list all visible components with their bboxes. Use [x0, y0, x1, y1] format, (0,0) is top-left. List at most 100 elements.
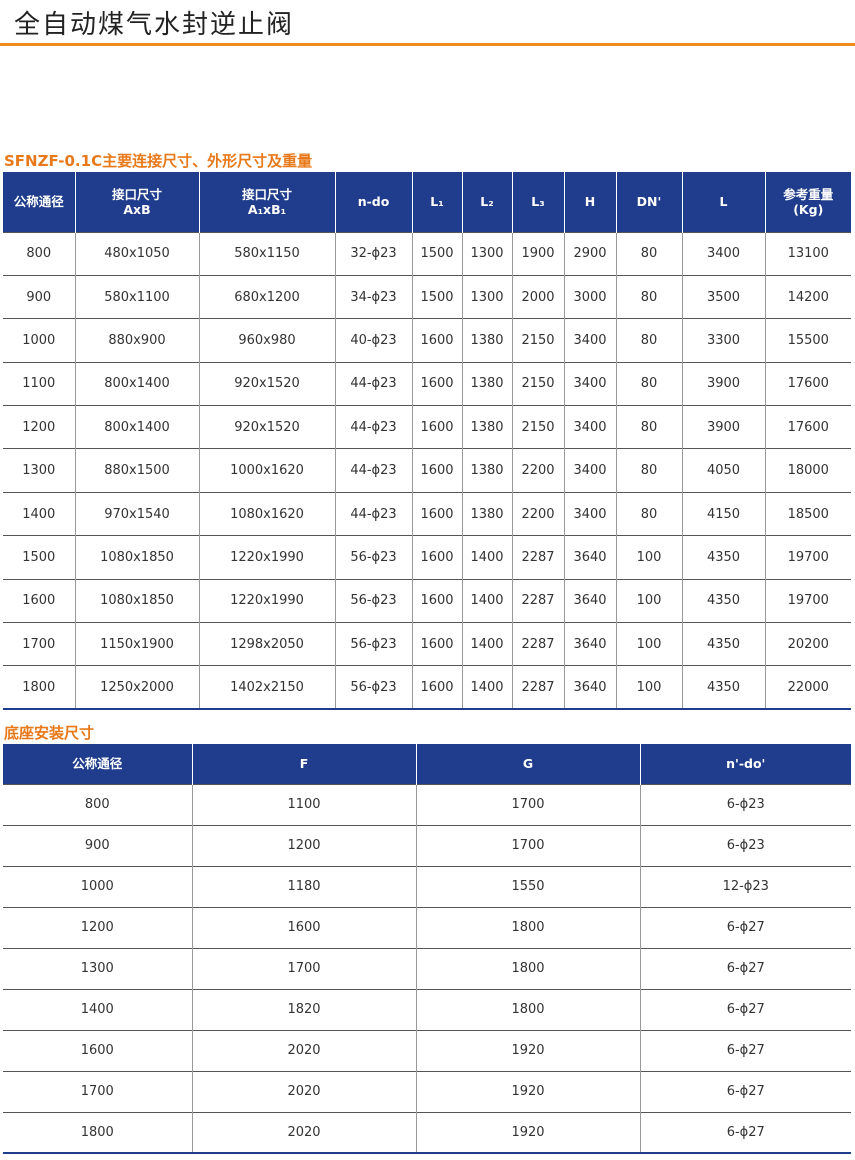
cell: 1800 [415, 988, 640, 1030]
header-text: 公称通径 [72, 756, 123, 772]
cell: 2200 [511, 491, 564, 536]
header-cell: n'-do' [639, 744, 851, 784]
cell: 1600 [191, 906, 416, 948]
cell: 3400 [563, 491, 616, 536]
cell: 19700 [764, 578, 851, 623]
cell: 900 [3, 824, 192, 866]
cell: 3400 [563, 448, 616, 493]
cell: 2287 [511, 578, 564, 623]
data-row: 1400 970x1540 1080x1620 44-ϕ23 1600 1380 2200 3… [3, 491, 851, 536]
cell: 1500 [411, 274, 462, 319]
header-text: DN' [636, 194, 662, 210]
cell: 2287 [511, 622, 564, 666]
cell: 4150 [681, 491, 765, 536]
cell: 4350 [681, 622, 765, 666]
cell: 3400 [563, 361, 616, 406]
header-cell: n-do [334, 172, 412, 232]
dimension-table: 公称通径 接口尺寸 AxB 接口尺寸 A₁xB₁ n-do L₁ L₂ L₃ H DN' L 参考重量(… [3, 172, 851, 711]
cell: 1500 [411, 231, 462, 276]
data-row: 1200 800x1400 920x1520 44-ϕ23 1600 1380 2150 34… [3, 405, 851, 449]
cell: 80 [615, 231, 682, 276]
data-row: 1100 800x1400 920x1520 44-ϕ23 1600 1380 2150 34… [3, 361, 851, 406]
header-text: 公称通径 [13, 194, 64, 210]
cell: 580x1100 [74, 274, 199, 319]
header-cell: 参考重量 (Kg) [764, 172, 851, 232]
cell: 1700 [191, 947, 416, 989]
cell: 880x900 [74, 318, 199, 363]
cell: 1080x1850 [74, 578, 199, 623]
cell: 880x1500 [74, 448, 199, 493]
cell: 44-ϕ23 [334, 361, 412, 406]
cell: 580x1150 [198, 231, 335, 276]
data-row: 1800 1250x2000 1402x2150 56-ϕ23 1600 1400 2287… [3, 665, 851, 711]
cell: 3000 [563, 274, 616, 319]
cell: 1920 [415, 1111, 640, 1154]
cell: 3900 [681, 405, 765, 449]
table-body: 800 1100 1700 6-ϕ23 900 1200 1700 6-ϕ23 1000 1180… [3, 783, 851, 1154]
header-text: H [584, 194, 596, 210]
cell: 3400 [681, 231, 765, 276]
cell: 1400 [461, 622, 512, 666]
cell: 1220x1990 [198, 535, 335, 580]
cell: 80 [615, 448, 682, 493]
header-text: AxB [123, 201, 151, 217]
header-text: (Kg) [793, 201, 824, 217]
cell: 100 [615, 622, 682, 666]
header-cell: 接口尺寸 AxB [74, 172, 199, 232]
cell: 1080x1620 [198, 491, 335, 536]
cell: 1200 [191, 824, 416, 866]
cell: 2200 [511, 448, 564, 493]
cell: 3400 [563, 318, 616, 363]
data-row: 1000 1180 1550 12-ϕ23 [3, 865, 851, 907]
cell: 1600 [411, 578, 462, 623]
cell: 920x1520 [198, 405, 335, 449]
cell: 1900 [511, 231, 564, 276]
data-row: 1300 880x1500 1000x1620 44-ϕ23 1600 1380 2200 3… [3, 448, 851, 493]
cell: 1500 [3, 535, 75, 580]
data-row: 1600 2020 1920 6-ϕ27 [3, 1029, 851, 1071]
cell: 1200 [3, 906, 192, 948]
cell: 800x1400 [74, 361, 199, 406]
cell: 56-ϕ23 [334, 535, 412, 580]
cell: 2287 [511, 665, 564, 711]
header-cell: L [681, 172, 765, 232]
data-row: 900 580x1100 680x1200 34-ϕ23 1500 1300 2000 300… [3, 274, 851, 319]
cell: 17600 [764, 405, 851, 449]
cell: 2150 [511, 318, 564, 363]
cell: 1600 [411, 405, 462, 449]
cell: 800x1400 [74, 405, 199, 449]
table-body: 800 480x1050 580x1150 32-ϕ23 1500 1300 1900 290… [3, 231, 851, 711]
cell: 1180 [191, 865, 416, 907]
cell: 15500 [764, 318, 851, 363]
cell: 1700 [3, 1070, 192, 1112]
header-text: A₁xB₁ [247, 201, 287, 217]
cell: 1600 [411, 361, 462, 406]
cell: 1298x2050 [198, 622, 335, 666]
title-rule [0, 43, 855, 46]
cell: 100 [615, 665, 682, 711]
cell: 1380 [461, 318, 512, 363]
cell: 1300 [3, 947, 192, 989]
cell: 2150 [511, 361, 564, 406]
data-row: 1700 2020 1920 6-ϕ27 [3, 1070, 851, 1112]
cell: 1600 [411, 622, 462, 666]
cell: 4050 [681, 448, 765, 493]
cell: 3640 [563, 622, 616, 666]
cell: 1800 [3, 665, 75, 711]
cell: 40-ϕ23 [334, 318, 412, 363]
cell: 6-ϕ27 [639, 1070, 851, 1112]
header-text: 接口尺寸 [111, 186, 162, 202]
header-text: n'-do' [726, 756, 766, 772]
table-head: 公称通径 接口尺寸 AxB 接口尺寸 A₁xB₁ n-do L₁ L₂ L₃ H DN' L 参考重量(… [3, 172, 851, 232]
header-cell: 接口尺寸 A₁xB₁ [198, 172, 335, 232]
cell: 1600 [411, 535, 462, 580]
cell: 56-ϕ23 [334, 578, 412, 623]
cell: 1920 [415, 1029, 640, 1071]
cell: 1000x1620 [198, 448, 335, 493]
cell: 1220x1990 [198, 578, 335, 623]
header-cell: G [415, 744, 640, 784]
cell: 56-ϕ23 [334, 622, 412, 666]
cell: 800 [3, 783, 192, 825]
